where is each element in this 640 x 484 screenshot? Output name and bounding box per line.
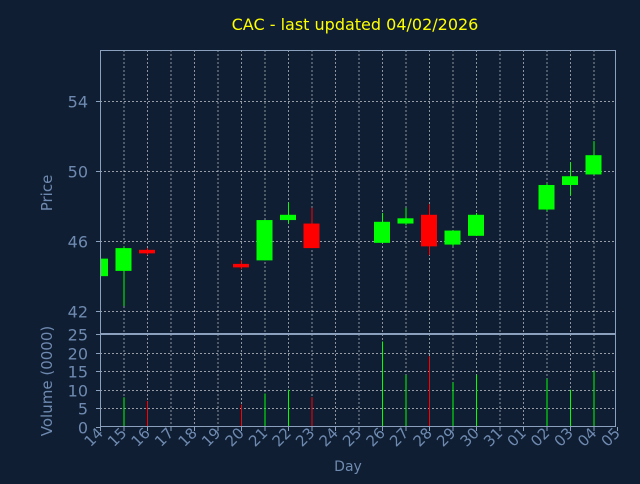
price-tick-label: 46	[68, 233, 88, 252]
candle-body	[585, 155, 602, 175]
candle-body	[374, 221, 390, 243]
volume-panel: 0510152025141516171819202122232425262728…	[68, 326, 624, 451]
price-plot-area	[100, 50, 616, 334]
candle-body	[397, 218, 414, 224]
volume-tick-label: 5	[78, 400, 88, 419]
candle-body	[303, 223, 320, 249]
candle-body	[256, 220, 273, 261]
candle-body	[233, 263, 249, 268]
candle-body	[139, 249, 155, 254]
candle-body	[562, 176, 578, 185]
candle-body	[538, 184, 555, 210]
volume-tick-label: 10	[68, 382, 88, 401]
candle-body	[280, 214, 296, 221]
volume-axis-label: Volume (0000)	[38, 326, 56, 436]
volume-tick-label: 0	[78, 419, 88, 438]
chart-title: CAC - last updated 04/02/2026	[232, 15, 479, 34]
volume-plot-area	[100, 334, 616, 427]
price-tick-label: 50	[68, 163, 88, 182]
volume-tick-label: 25	[68, 326, 88, 345]
price-tick-label: 54	[68, 93, 88, 112]
price-tick-label: 42	[68, 303, 88, 322]
candle-body	[115, 248, 132, 271]
candle-body	[100, 258, 108, 277]
x-axis-label: Day	[334, 459, 362, 475]
candle-body	[421, 214, 437, 247]
volume-tick-label: 15	[68, 363, 88, 382]
price-panel: 42 46 50 54	[68, 50, 616, 334]
candle-body	[444, 230, 461, 245]
price-frame	[100, 50, 616, 334]
volume-tick-label: 20	[68, 345, 88, 364]
volume-frame	[100, 334, 616, 427]
candle-body	[468, 214, 484, 236]
price-axis-label: Price	[38, 175, 56, 212]
